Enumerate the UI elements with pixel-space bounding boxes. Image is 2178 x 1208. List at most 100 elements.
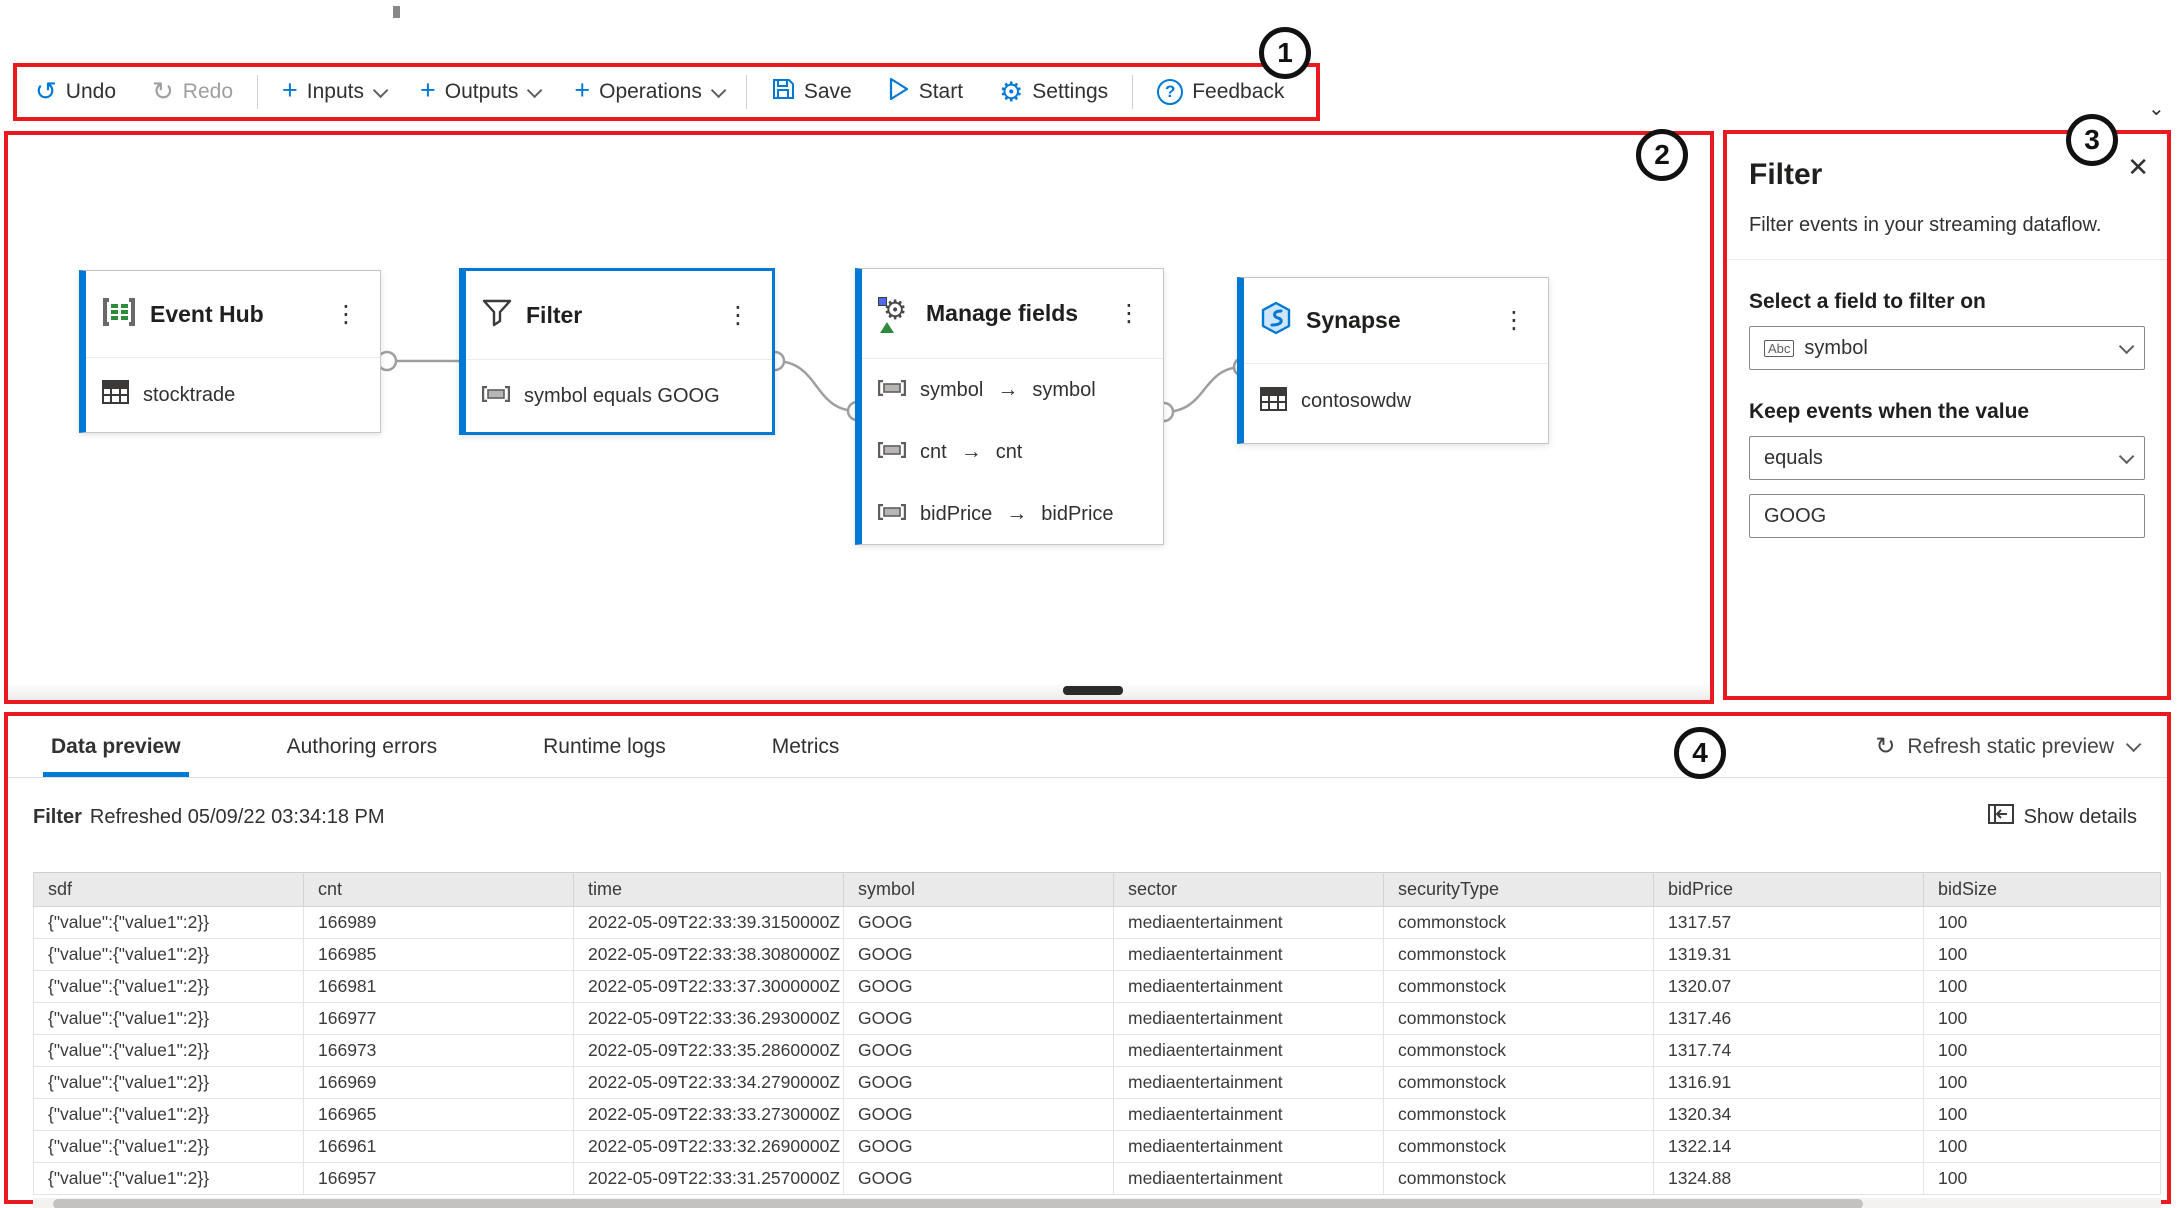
table-row: {"value":{"value1":2}} 166973 2022-05-09T2… (33, 1034, 2161, 1067)
table-cell: 2022-05-09T22:33:34.2790000Z (573, 1066, 844, 1099)
node-subtitle: contosowdw (1301, 390, 1412, 412)
table-cell: mediaentertainment (1113, 970, 1384, 1003)
node-manage-fields[interactable]: ⚙ Manage fields ⋮ symbol → symbol cnt (855, 268, 1164, 545)
field-to: cnt (995, 440, 1023, 463)
undo-icon: ↺ (35, 76, 57, 106)
node-title: Synapse (1306, 307, 1401, 333)
add-inputs-button[interactable]: + Inputs (264, 67, 402, 117)
horizontal-scrollbar[interactable] (33, 1198, 2161, 1208)
table-cell: GOOG (843, 1162, 1114, 1195)
node-subtitle: symbol equals GOOG (524, 384, 720, 407)
chevron-down-icon (2118, 338, 2135, 354)
node-title: Manage fields (926, 300, 1079, 326)
horizontal-scrollbar-thumb[interactable] (53, 1199, 1863, 1208)
refresh-label: Refresh static preview (1907, 734, 2114, 758)
node-synapse[interactable]: Synapse ⋮ contosowdw (1237, 277, 1549, 444)
redo-button[interactable]: ↻ Redo (134, 67, 251, 117)
table-cell: {"value":{"value1":2}} (33, 1002, 304, 1035)
feedback-button[interactable]: ? Feedback (1139, 67, 1302, 117)
table-cell: {"value":{"value1":2}} (33, 1098, 304, 1131)
collapse-toolbar-chevron-icon[interactable]: ⌄ (2148, 98, 2165, 120)
table-cell: 166961 (303, 1130, 574, 1163)
annotation-circle-4: 4 (1674, 727, 1726, 779)
table-cell: 2022-05-09T22:33:32.2690000Z (573, 1130, 844, 1163)
tab-runtime-logs[interactable]: Runtime logs (535, 716, 674, 777)
table-cell: 1320.07 (1653, 970, 1924, 1003)
chevron-down-icon (372, 82, 389, 98)
diagram-canvas[interactable]: Event Hub ⋮ stocktrade Filter ⋮ (4, 131, 1714, 704)
help-icon: ? (1157, 79, 1184, 105)
field-from: bidPrice (920, 502, 993, 525)
table-cell: GOOG (843, 1098, 1114, 1131)
table-cell: 2022-05-09T22:33:35.2860000Z (573, 1034, 844, 1067)
annotation-number: 3 (2084, 124, 2100, 155)
show-details-button[interactable]: Show details (1987, 804, 2137, 830)
node-menu-button[interactable]: ⋮ (726, 301, 750, 329)
table-cell: 1317.57 (1653, 906, 1924, 939)
field-select-value: symbol (1804, 336, 1868, 359)
funnel-icon (482, 299, 512, 332)
node-menu-button[interactable]: ⋮ (1117, 300, 1141, 327)
string-type-icon: Abc (1764, 339, 1795, 357)
arrow-right-icon: → (997, 378, 1019, 401)
node-filter[interactable]: Filter ⋮ symbol equals GOOG (459, 268, 775, 435)
table-cell: mediaentertainment (1113, 1034, 1384, 1067)
close-icon[interactable]: ✕ (2127, 152, 2149, 182)
table-cell: commonstock (1383, 970, 1654, 1003)
table-cell: 100 (1923, 1066, 2161, 1099)
add-operations-button[interactable]: + Operations (556, 67, 740, 117)
table-grid-icon (1260, 386, 1287, 417)
table-cell: commonstock (1383, 938, 1654, 971)
undo-button[interactable]: ↺ Undo (17, 67, 134, 117)
undo-label: Undo (65, 80, 116, 103)
settings-button[interactable]: ⚙ Settings (981, 67, 1126, 117)
outputs-label: Outputs (444, 80, 519, 103)
node-menu-button[interactable]: ⋮ (334, 300, 358, 328)
table-cell: 2022-05-09T22:33:39.3150000Z (573, 906, 844, 939)
node-event-hub[interactable]: Event Hub ⋮ stocktrade (79, 270, 381, 433)
tab-authoring-errors[interactable]: Authoring errors (279, 716, 446, 777)
table-cell: {"value":{"value1":2}} (33, 906, 304, 939)
column-header: cnt (303, 872, 574, 907)
save-button[interactable]: Save (753, 67, 870, 117)
filter-value-input[interactable] (1749, 494, 2145, 538)
add-outputs-button[interactable]: + Outputs (402, 67, 556, 117)
preview-pane: Data preview Authoring errors Runtime lo… (4, 712, 2171, 1208)
field-select-dropdown[interactable]: Abc symbol (1749, 326, 2145, 370)
table-cell: GOOG (843, 970, 1114, 1003)
toolbar-divider (257, 75, 258, 109)
status-node-name: Filter (33, 805, 82, 828)
table-cell: 1324.88 (1653, 1162, 1924, 1195)
tab-metrics[interactable]: Metrics (764, 716, 848, 777)
annotation-number: 1 (1277, 37, 1293, 68)
show-details-label: Show details (2023, 805, 2137, 828)
table-cell: {"value":{"value1":2}} (33, 1130, 304, 1163)
tab-data-preview[interactable]: Data preview (43, 716, 189, 777)
tab-label: Metrics (771, 734, 840, 758)
table-cell: 1322.14 (1653, 1130, 1924, 1163)
table-cell: 166989 (303, 906, 574, 939)
condition-dropdown[interactable]: equals (1749, 436, 2145, 480)
refresh-icon: ↻ (1875, 733, 1896, 760)
annotation-number: 4 (1692, 737, 1708, 768)
table-cell: {"value":{"value1":2}} (33, 938, 304, 971)
table-cell: 166985 (303, 938, 574, 971)
status-row: Filter Refreshed 05/09/22 03:34:18 PM Sh… (8, 778, 2167, 830)
refresh-static-preview-button[interactable]: ↻ Refresh static preview (1875, 732, 2167, 761)
table-cell: {"value":{"value1":2}} (33, 1066, 304, 1099)
plus-icon: + (420, 74, 436, 105)
table-cell: 166957 (303, 1162, 574, 1195)
table-cell: 1317.74 (1653, 1034, 1924, 1067)
table-cell: 100 (1923, 1034, 2161, 1067)
table-cell: 2022-05-09T22:33:37.3000000Z (573, 970, 844, 1003)
table-cell: GOOG (843, 1002, 1114, 1035)
table-cell: 2022-05-09T22:33:33.2730000Z (573, 1098, 844, 1131)
pane-resize-handle[interactable] (1063, 686, 1123, 695)
start-button[interactable]: Start (870, 67, 981, 117)
table-cell: mediaentertainment (1113, 1130, 1384, 1163)
column-header: bidSize (1923, 872, 2161, 907)
field-icon (877, 441, 907, 464)
node-menu-button[interactable]: ⋮ (1502, 307, 1526, 334)
panel-title: Filter (1749, 158, 1823, 191)
